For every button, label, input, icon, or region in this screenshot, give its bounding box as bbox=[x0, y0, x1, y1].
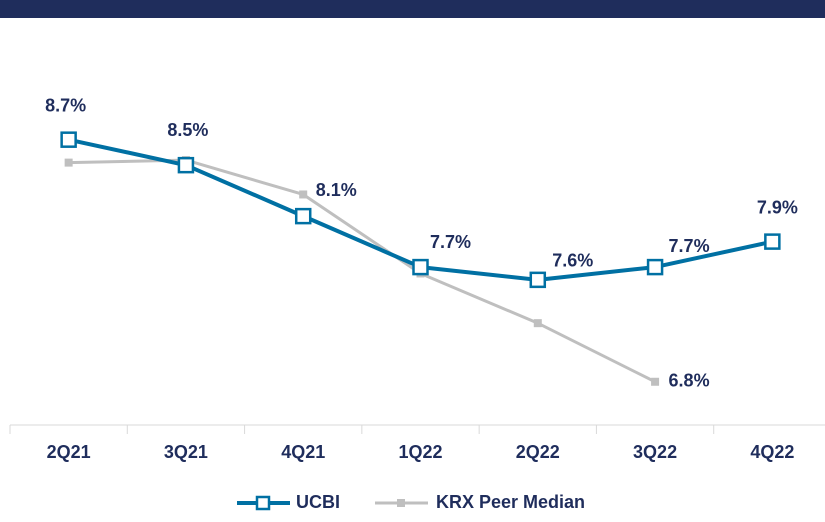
x-tick-label: 4Q21 bbox=[281, 442, 325, 462]
legend-marker bbox=[397, 499, 405, 507]
marker bbox=[533, 319, 542, 328]
marker bbox=[177, 156, 195, 174]
marker bbox=[651, 377, 660, 386]
marker bbox=[299, 190, 308, 199]
data-label: 8.7% bbox=[45, 95, 86, 115]
marker bbox=[412, 258, 429, 276]
data-label: 7.9% bbox=[757, 197, 798, 217]
series-line bbox=[68, 158, 656, 384]
header-bar bbox=[0, 0, 825, 18]
marker bbox=[646, 258, 664, 276]
marker bbox=[60, 131, 77, 148]
marker bbox=[64, 158, 73, 167]
data-label: 6.8% bbox=[669, 371, 710, 391]
marker bbox=[764, 233, 781, 250]
data-label: 7.6% bbox=[552, 251, 593, 271]
marker bbox=[294, 207, 312, 225]
data-label: 7.7% bbox=[669, 236, 710, 256]
legend-marker bbox=[255, 495, 271, 511]
x-tick-label: 4Q22 bbox=[750, 442, 794, 462]
data-label: 8.1% bbox=[316, 180, 357, 200]
x-tick-label: 2Q21 bbox=[47, 442, 91, 462]
x-tick-label: 2Q22 bbox=[516, 442, 560, 462]
data-label: 8.5% bbox=[167, 120, 208, 140]
series-line bbox=[68, 137, 773, 282]
x-tick-label: 3Q22 bbox=[633, 442, 677, 462]
x-tick-label: 1Q22 bbox=[398, 442, 442, 462]
legend-label: UCBI bbox=[296, 492, 340, 512]
data-label: 7.7% bbox=[430, 232, 471, 252]
x-tick-label: 3Q21 bbox=[164, 442, 208, 462]
marker bbox=[529, 271, 547, 289]
legend-label: KRX Peer Median bbox=[436, 492, 585, 512]
